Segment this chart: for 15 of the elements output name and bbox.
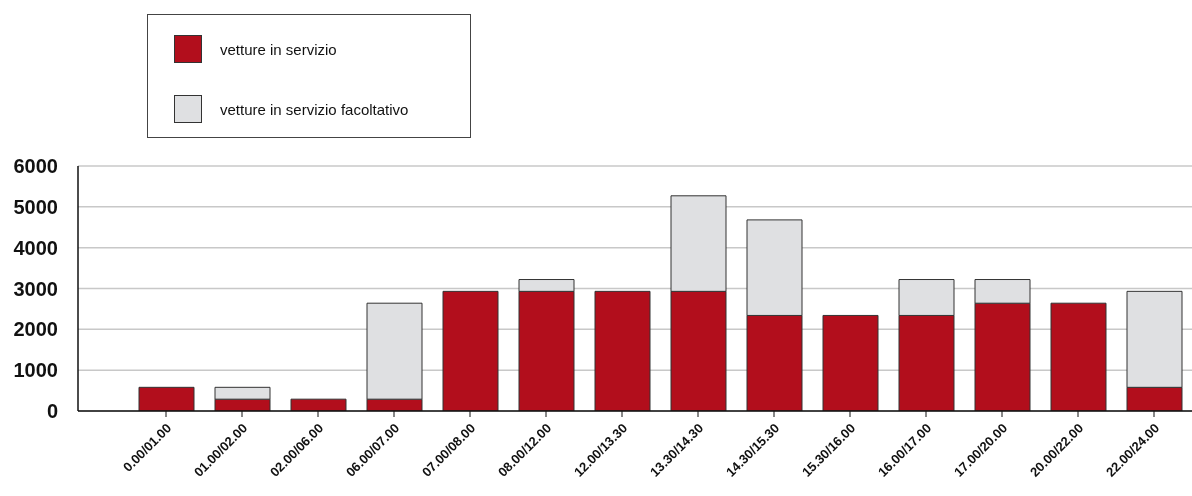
bar <box>594 290 651 411</box>
y-tick-label: 0 <box>46 400 58 423</box>
y-tick-label: 5000 <box>13 195 58 218</box>
bar <box>290 398 347 411</box>
y-tick-label: 1000 <box>13 359 58 382</box>
legend-label: vetture in servizio facoltativo <box>220 100 409 118</box>
y-tick-label: 3000 <box>13 277 58 300</box>
bar <box>138 386 195 411</box>
legend-label: vetture in servizio <box>220 40 337 58</box>
y-tick-label: 6000 <box>13 155 58 178</box>
y-tick-label: 2000 <box>13 318 58 341</box>
bar <box>442 290 499 411</box>
bar <box>822 314 879 411</box>
y-tick-label: 4000 <box>13 236 58 259</box>
bar <box>1050 302 1107 411</box>
